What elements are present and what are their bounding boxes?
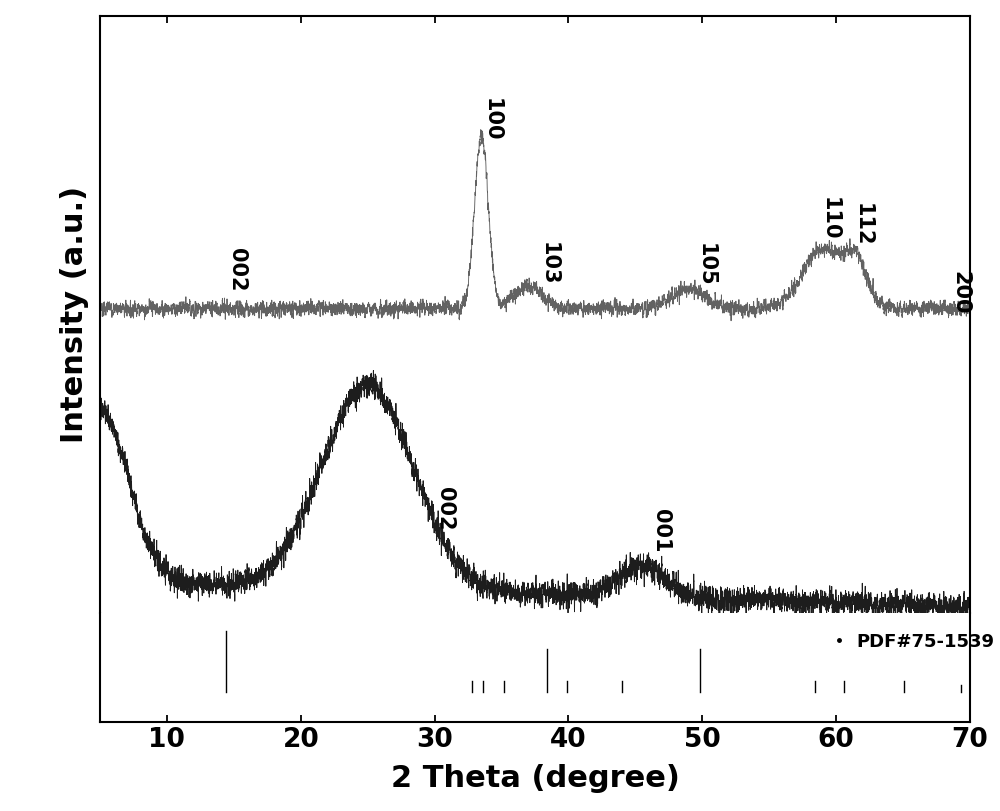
- Text: 105: 105: [696, 243, 716, 286]
- X-axis label: 2 Theta (degree): 2 Theta (degree): [391, 764, 679, 793]
- Text: 103: 103: [539, 242, 559, 285]
- Text: 002: 002: [227, 248, 247, 292]
- Text: 110: 110: [820, 197, 840, 241]
- Text: 100: 100: [481, 98, 501, 142]
- Text: PDF#75-1539: PDF#75-1539: [856, 633, 994, 651]
- Text: 200: 200: [950, 272, 970, 315]
- Y-axis label: Intensity (a.u.): Intensity (a.u.): [60, 187, 89, 444]
- Text: 112: 112: [852, 204, 872, 247]
- Text: 002: 002: [435, 487, 455, 530]
- Text: 001: 001: [651, 509, 671, 553]
